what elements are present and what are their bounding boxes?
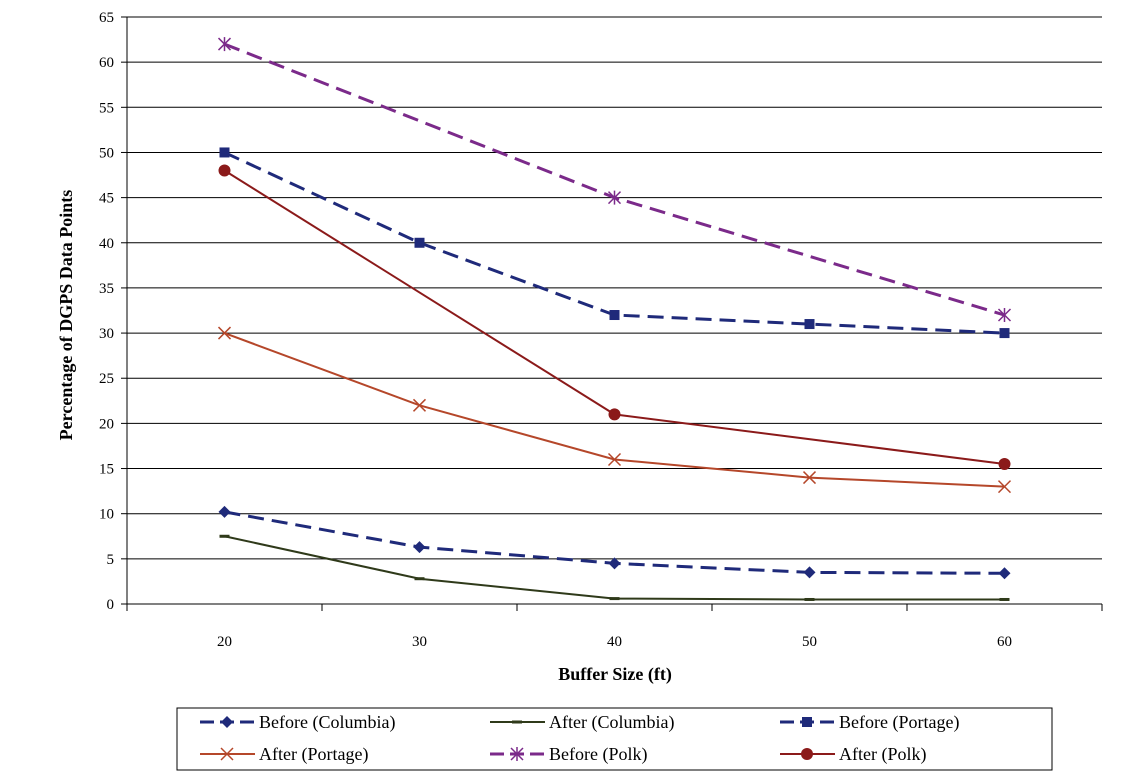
data-point-after-columbia [804, 597, 815, 601]
y-tick-label: 5 [107, 552, 115, 568]
legend-item-after-polk: After (Polk) [780, 744, 926, 765]
data-point-before-portage [999, 328, 1010, 339]
x-tick-label: 40 [607, 634, 622, 650]
x-tick-label: 50 [802, 634, 817, 650]
y-tick-label: 25 [99, 371, 114, 387]
data-point-before-polk [217, 37, 232, 52]
y-tick-label: 55 [99, 100, 114, 116]
y-tick-label: 20 [99, 416, 114, 432]
legend-marker [801, 748, 813, 760]
data-point-after-columbia [219, 534, 230, 538]
data-point-after-polk [998, 458, 1011, 471]
legend-marker [221, 716, 233, 728]
legend-marker [510, 747, 524, 761]
data-point-before-columbia [218, 505, 231, 518]
data-point-after-portage [802, 471, 817, 485]
y-tick-label: 40 [99, 236, 114, 252]
legend-label: After (Polk) [839, 744, 926, 765]
data-point-before-columbia [998, 567, 1011, 580]
data-point-before-columbia [608, 557, 621, 570]
y-tick-label: 45 [99, 191, 114, 207]
data-point-before-portage [804, 319, 815, 330]
legend-marker [512, 720, 522, 724]
legend-item-before-polk: Before (Polk) [490, 744, 647, 765]
x-tick-label: 20 [217, 634, 232, 650]
y-tick-label: 10 [99, 507, 114, 523]
y-tick-label: 60 [99, 55, 114, 71]
legend-item-before-columbia: Before (Columbia) [200, 712, 395, 733]
legend-marker [802, 717, 812, 727]
data-point-before-columbia [413, 541, 426, 554]
data-point-after-polk [218, 164, 231, 177]
legend-label: After (Columbia) [549, 712, 674, 733]
data-point-before-polk [997, 308, 1012, 323]
y-tick-label: 35 [99, 281, 114, 297]
legend-item-after-portage: After (Portage) [200, 744, 368, 765]
legend-box [176, 707, 1053, 771]
data-point-before-columbia [803, 566, 816, 579]
data-point-after-columbia [999, 597, 1010, 601]
legend-marker [220, 747, 234, 761]
y-tick-label: 65 [99, 10, 114, 26]
data-point-after-polk [608, 408, 621, 421]
series-layer [217, 37, 1012, 601]
legend-label: After (Portage) [259, 744, 368, 765]
legend: Before (Columbia) After (Columbia) Before … [176, 707, 1053, 771]
data-point-after-portage [412, 398, 427, 412]
legend-item-before-portage: Before (Portage) [780, 712, 959, 733]
legend-label: Before (Polk) [549, 744, 647, 765]
legend-item-after-columbia: After (Columbia) [490, 712, 674, 733]
data-point-after-columbia [609, 597, 620, 601]
grid [127, 16, 1102, 560]
data-point-after-columbia [414, 577, 425, 581]
x-tick-label: 30 [412, 634, 427, 650]
data-point-before-portage [609, 310, 620, 321]
y-axis-title: Percentage of DGPS Data Points [56, 190, 76, 441]
series-line-before-polk [223, 42, 1005, 317]
y-tick-label: 30 [99, 326, 114, 342]
x-tick-label: 60 [997, 634, 1012, 650]
data-point-before-portage [219, 147, 230, 158]
data-point-after-portage [997, 480, 1012, 494]
y-tick-label: 0 [107, 597, 115, 613]
y-tick-label: 15 [99, 462, 114, 478]
x-axis-title: Buffer Size (ft) [558, 664, 672, 685]
data-point-before-portage [414, 237, 425, 248]
data-point-after-portage [607, 452, 622, 467]
axes: 0 5 10 15 20 25 30 35 40 45 50 55 60 65 20 30 40 50 60 [99, 10, 1103, 650]
data-point-after-portage [217, 326, 232, 340]
data-point-before-polk [607, 190, 622, 205]
legend-label: Before (Portage) [839, 712, 959, 733]
legend-label: Before (Columbia) [259, 712, 395, 733]
y-tick-label: 50 [99, 145, 114, 161]
